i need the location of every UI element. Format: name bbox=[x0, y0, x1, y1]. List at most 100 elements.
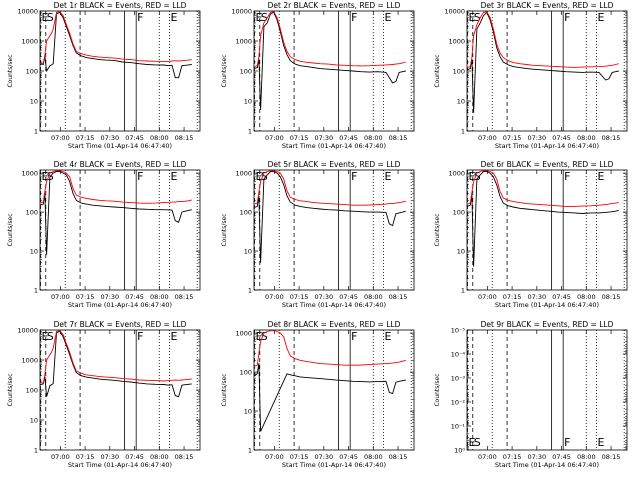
event-marker-label: S bbox=[47, 11, 54, 24]
y-tick-label: 100 bbox=[240, 68, 252, 76]
event-marker-label: F bbox=[137, 11, 143, 24]
y-tick-label: 1 bbox=[248, 287, 252, 295]
event-marker-label: F bbox=[564, 170, 570, 183]
x-tick-label: 08:00 bbox=[364, 293, 383, 301]
x-axis-label: Start Time (01-Apr-14 06:47:40) bbox=[282, 142, 386, 150]
x-tick-label: 07:45 bbox=[125, 134, 144, 142]
panel-title: Det 2r BLACK = Events, RED = LLD bbox=[268, 1, 401, 10]
y-tick-label: 1 bbox=[34, 287, 38, 295]
y-axis-label: Counts/sec bbox=[7, 373, 14, 406]
y-tick-label: 10 bbox=[244, 248, 252, 256]
series-events-line bbox=[40, 171, 192, 255]
x-tick-label: 07:45 bbox=[339, 453, 358, 461]
plot-frame bbox=[39, 169, 201, 291]
event-marker-label: F bbox=[564, 436, 570, 449]
series-events-line bbox=[467, 11, 619, 113]
x-tick-label: 07:30 bbox=[314, 293, 333, 301]
x-tick-label: 07:30 bbox=[314, 453, 333, 461]
x-tick-label: 08:15 bbox=[389, 453, 408, 461]
y-axis-label: Counts/sec bbox=[7, 54, 14, 87]
y-axis-label: Counts/sec bbox=[434, 213, 441, 246]
series-lld-line bbox=[40, 11, 192, 64]
y-tick-label: 10 bbox=[30, 98, 38, 106]
plot-frame bbox=[253, 169, 415, 291]
x-tick-label: 07:15 bbox=[503, 134, 522, 142]
series-lld-line bbox=[254, 330, 406, 367]
y-tick-label: 10000 bbox=[17, 327, 38, 335]
event-marker-label: F bbox=[564, 11, 570, 24]
x-tick-label: 07:15 bbox=[76, 453, 95, 461]
event-marker-label: F bbox=[351, 170, 357, 183]
y-tick-label: 1 bbox=[461, 128, 465, 136]
x-tick-label: 07:00 bbox=[478, 453, 497, 461]
series-lld-line bbox=[254, 170, 406, 206]
y-tick-label: 1 bbox=[461, 287, 465, 295]
x-tick-label: 07:00 bbox=[51, 453, 70, 461]
series-lld-line bbox=[467, 170, 619, 207]
x-tick-label: 07:45 bbox=[339, 134, 358, 142]
event-marker-label: E bbox=[255, 11, 262, 24]
event-marker-label: E bbox=[597, 436, 604, 449]
event-marker-label: S bbox=[474, 170, 481, 183]
x-tick-label: 08:15 bbox=[175, 293, 194, 301]
x-axis-label: Start Time (01-Apr-14 06:47:40) bbox=[495, 461, 599, 469]
y-tick-label: 10⁻² bbox=[451, 399, 466, 407]
event-marker-label: E bbox=[597, 170, 604, 183]
x-tick-label: 08:00 bbox=[577, 134, 596, 142]
event-marker-label: E bbox=[255, 330, 262, 343]
plot-frame bbox=[39, 329, 201, 451]
x-tick-label: 07:30 bbox=[100, 293, 119, 301]
y-tick-label: 1000 bbox=[21, 357, 38, 365]
y-tick-label: 100 bbox=[240, 209, 252, 217]
event-marker-label: E bbox=[468, 11, 475, 24]
y-axis-label: Counts/sec bbox=[221, 54, 228, 87]
event-marker-label: E bbox=[384, 330, 391, 343]
y-tick-label: 1000 bbox=[235, 38, 252, 46]
series-lld-line bbox=[467, 11, 619, 69]
y-tick-label: 10 bbox=[457, 248, 465, 256]
y-tick-label: 100 bbox=[26, 68, 38, 76]
x-tick-label: 07:00 bbox=[478, 293, 497, 301]
x-tick-label: 08:00 bbox=[150, 453, 169, 461]
x-tick-label: 07:30 bbox=[527, 453, 546, 461]
event-marker-label: E bbox=[41, 11, 48, 24]
panel-title: Det 9r BLACK = Events, RED = LLD bbox=[481, 320, 614, 329]
x-axis-label: Start Time (01-Apr-14 06:47:40) bbox=[68, 301, 172, 309]
x-tick-label: 07:45 bbox=[339, 293, 358, 301]
series-lld-line bbox=[254, 11, 406, 68]
series-lld-line bbox=[40, 330, 192, 384]
x-tick-label: 07:30 bbox=[527, 134, 546, 142]
y-axis-label: Counts/sec bbox=[221, 373, 228, 406]
x-axis-label: Start Time (01-Apr-14 06:47:40) bbox=[495, 142, 599, 150]
panel-title: Det 4r BLACK = Events, RED = LLD bbox=[54, 160, 187, 169]
x-tick-label: 07:45 bbox=[552, 293, 571, 301]
x-tick-label: 07:15 bbox=[290, 453, 309, 461]
event-marker-label: E bbox=[170, 330, 177, 343]
event-marker-label: F bbox=[351, 11, 357, 24]
y-tick-label: 10000 bbox=[444, 8, 465, 16]
x-tick-label: 08:00 bbox=[577, 293, 596, 301]
x-tick-label: 08:15 bbox=[175, 453, 194, 461]
x-tick-label: 07:45 bbox=[552, 134, 571, 142]
x-tick-label: 08:15 bbox=[602, 134, 621, 142]
series-events-line bbox=[40, 330, 192, 398]
y-axis-label: Counts/sec bbox=[434, 373, 441, 406]
panel-title: Det 7r BLACK = Events, RED = LLD bbox=[54, 320, 187, 329]
y-tick-label: 10 bbox=[457, 98, 465, 106]
detector-panel: Det 7r BLACK = Events, RED = LLD 1 10 100 10… bbox=[7, 320, 201, 469]
panel-title: Det 8r BLACK = Events, RED = LLD bbox=[268, 320, 401, 329]
panel-title: Det 3r BLACK = Events, RED = LLD bbox=[481, 1, 614, 10]
x-axis-label: Start Time (01-Apr-14 06:47:40) bbox=[68, 461, 172, 469]
y-tick-label: 10 bbox=[30, 417, 38, 425]
y-tick-label: 1 bbox=[34, 447, 38, 455]
series-events-line bbox=[467, 171, 619, 267]
x-tick-label: 07:15 bbox=[503, 453, 522, 461]
panel-title: Det 6r BLACK = Events, RED = LLD bbox=[481, 160, 614, 169]
detector-panel: Det 6r BLACK = Events, RED = LLD 1 10 100 10… bbox=[434, 160, 628, 309]
plot-frame bbox=[466, 10, 628, 132]
series-events-line bbox=[254, 363, 406, 432]
x-tick-label: 07:15 bbox=[503, 293, 522, 301]
y-axis-label: Counts/sec bbox=[221, 213, 228, 246]
y-tick-label: 10⁰ bbox=[454, 447, 465, 455]
